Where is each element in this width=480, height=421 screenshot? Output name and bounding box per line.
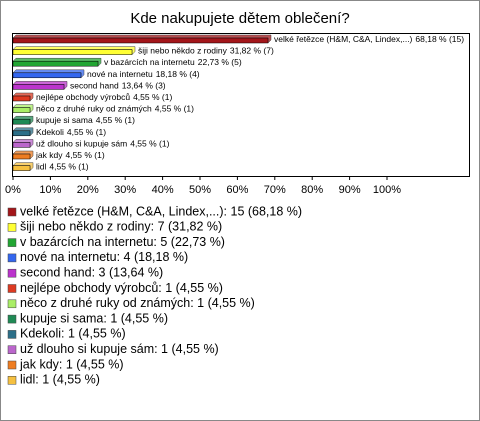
x-tick-label: 30% (114, 184, 136, 196)
legend-swatch (7, 376, 17, 385)
x-tick-label: 0% (5, 184, 21, 196)
value-label: 4,55 % (1) (155, 104, 194, 114)
value-label: 4,55 % (1) (49, 162, 88, 172)
category-label: nejlépe obchody výrobců (36, 92, 130, 102)
legend-label: Kdekoli: 1 (4,55 %) (20, 327, 126, 341)
legend-swatch (7, 284, 17, 293)
category-label: jak kdy (35, 150, 63, 160)
bar (12, 165, 31, 171)
value-label: 4,55 % (1) (65, 150, 104, 160)
category-label: Kdekoli (36, 127, 64, 137)
bar (12, 95, 31, 102)
bar (12, 107, 31, 113)
bar-label: nejlépe obchody výrobců 4,55 % (1) (36, 92, 172, 102)
bar (12, 153, 31, 160)
x-tick-label: 40% (152, 184, 174, 196)
legend-label: jak kdy: 1 (4,55 %) (19, 357, 124, 371)
legend-swatch (7, 330, 17, 339)
legend-swatch (7, 253, 17, 263)
bar-label: šiji nebo někdo z rodiny 31,82 % (7) (138, 46, 274, 56)
x-tick-label: 70% (264, 184, 286, 196)
value-label: 4,55 % (1) (133, 92, 172, 102)
category-label: v bazárcích na internetu (104, 57, 195, 67)
bar-label: už dlouho si kupuje sám 4,55 % (1) (36, 139, 170, 149)
legend-label: kupuje si sama: 1 (4,55 %) (20, 311, 168, 325)
x-tick-label: 60% (226, 184, 248, 196)
bar-label: jak kdy 4,55 % (1) (35, 150, 105, 160)
category-label: kupuje si sama (36, 115, 93, 125)
legend-label: šiji nebo někdo z rodiny: 7 (31,82 %) (20, 220, 222, 234)
bar (12, 37, 269, 44)
legend-swatch (7, 268, 17, 278)
legend-swatch (7, 238, 17, 247)
legend-label: v bazárcích na internetu: 5 (22,73 %) (20, 235, 225, 249)
legend-label: second hand: 3 (13,64 %) (20, 265, 163, 279)
bar-label: velké řetězce (H&M, C&A, Lindex,...) 68,1… (274, 34, 464, 44)
bar (12, 84, 65, 90)
value-label: 22,73 % (5) (198, 57, 242, 67)
bar-label: nové na internetu 18,18 % (4) (87, 69, 200, 79)
x-tick-label: 50% (189, 184, 211, 196)
bar-label: kupuje si sama 4,55 % (1) (36, 115, 135, 125)
category-label: second hand (70, 81, 119, 91)
category-label: nové na internetu (87, 69, 153, 79)
legend-label: už dlouho si kupuje sám: 1 (4,55 %) (20, 342, 219, 356)
legend-label: lidl: 1 (4,55 %) (20, 373, 100, 387)
x-tick-label: 10% (39, 184, 61, 196)
legend-swatch (7, 207, 17, 217)
bar-label: lidl 4,55 % (1) (36, 162, 89, 172)
x-tick-label: 20% (77, 184, 99, 196)
bar (12, 130, 31, 137)
bar (12, 72, 82, 79)
value-label: 4,55 % (1) (67, 127, 106, 137)
category-label: něco z druhé ruky od známých (36, 104, 152, 114)
category-label: velké řetězce (H&M, C&A, Lindex,...) (274, 34, 413, 44)
legend-swatch (7, 345, 17, 354)
x-tick-label: 100% (373, 184, 401, 196)
category-label: šiji nebo někdo z rodiny (138, 46, 228, 56)
value-label: 4,55 % (1) (96, 115, 135, 125)
legend-label: nové na internetu: 4 (18,18 %) (20, 250, 188, 264)
x-tick-label: 80% (301, 184, 323, 196)
category-label: lidl (36, 162, 47, 172)
x-tick-label: 90% (339, 184, 361, 196)
legend-label: něco z druhé ruky od známých: 1 (4,55 %) (20, 296, 255, 310)
legend-swatch (7, 223, 17, 232)
chart-title: Kde nakupujete dětem oblečení? (130, 10, 349, 27)
legend-swatch (7, 299, 17, 309)
bar-label: Kdekoli 4,55 % (1) (36, 127, 106, 137)
plot-area (12, 33, 470, 177)
bar (12, 60, 99, 67)
value-label: 13,64 % (3) (122, 81, 166, 91)
legend-label: velké řetězce (H&M, C&A, Lindex,...): 15… (20, 204, 302, 218)
legend-swatch (7, 314, 17, 324)
bars: velké řetězce (H&M, C&A, Lindex,...) 68,1… (12, 34, 464, 172)
value-label: 68,18 % (15) (415, 34, 464, 44)
legend-swatch (7, 360, 17, 370)
bar (12, 142, 31, 148)
bar-label: něco z druhé ruky od známých 4,55 % (1) (36, 104, 194, 114)
category-label: už dlouho si kupuje sám (36, 139, 127, 149)
bar (12, 118, 31, 125)
bar-label: v bazárcích na internetu 22,73 % (5) (104, 57, 242, 67)
value-label: 31,82 % (7) (230, 46, 274, 56)
bar-label: second hand 13,64 % (3) (70, 81, 166, 91)
legend-label: nejlépe obchody výrobců: 1 (4,55 %) (20, 281, 223, 295)
value-label: 18,18 % (4) (156, 69, 200, 79)
bar (12, 49, 133, 55)
value-label: 4,55 % (1) (130, 139, 169, 149)
